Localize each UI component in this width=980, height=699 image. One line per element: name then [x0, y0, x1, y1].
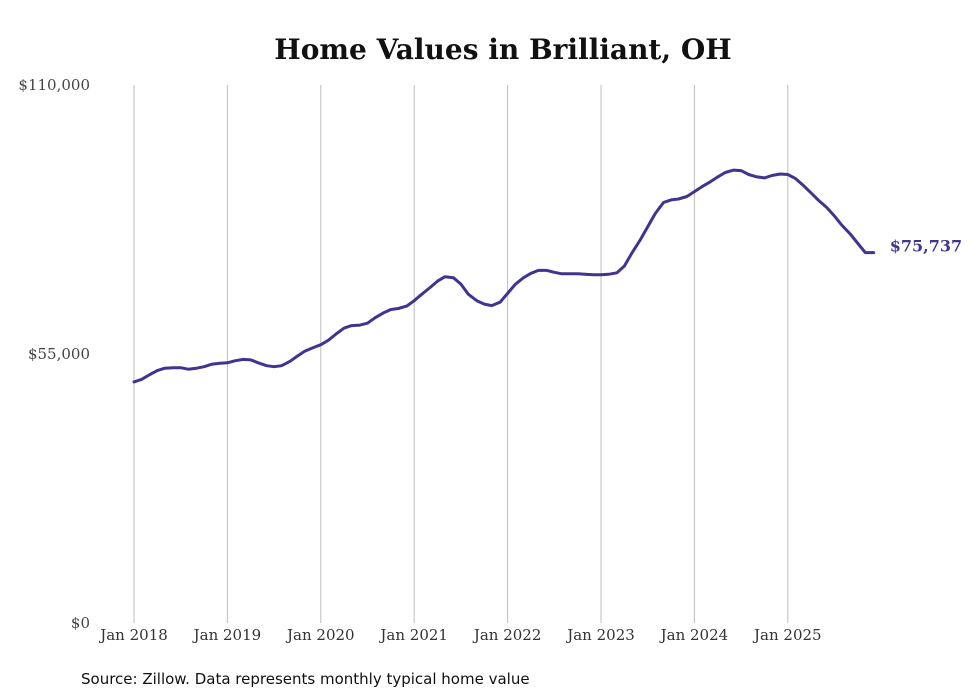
- x-tick-label-2: Jan 2020: [285, 626, 355, 644]
- x-tick-label-7: Jan 2025: [752, 626, 822, 644]
- y-tick-label-1: $55,000: [28, 345, 90, 363]
- series-line-0: [132, 168, 876, 384]
- source-note: Source: Zillow. Data represents monthly …: [81, 670, 530, 688]
- x-tick-label-1: Jan 2019: [192, 626, 262, 644]
- chart-title: Home Values in Brilliant, OH: [274, 33, 731, 66]
- y-tick-label-0: $0: [71, 614, 90, 632]
- x-tick-label-5: Jan 2023: [565, 626, 635, 644]
- end-value-label: $75,737: [890, 237, 962, 256]
- gridlines: [133, 85, 789, 623]
- x-tick-label-6: Jan 2024: [659, 626, 729, 644]
- x-tick-label-4: Jan 2022: [472, 626, 542, 644]
- y-tick-label-2: $110,000: [18, 76, 90, 94]
- x-axis-ticks: Jan 2018 Jan 2019 Jan 2020 Jan 2021 Jan 2022…: [98, 626, 821, 644]
- x-tick-label-3: Jan 2021: [378, 626, 448, 644]
- series-layer: $75,737: [132, 168, 962, 384]
- x-tick-label-0: Jan 2018: [98, 626, 168, 644]
- y-axis-ticks: $0 $55,000 $110,000: [18, 76, 90, 632]
